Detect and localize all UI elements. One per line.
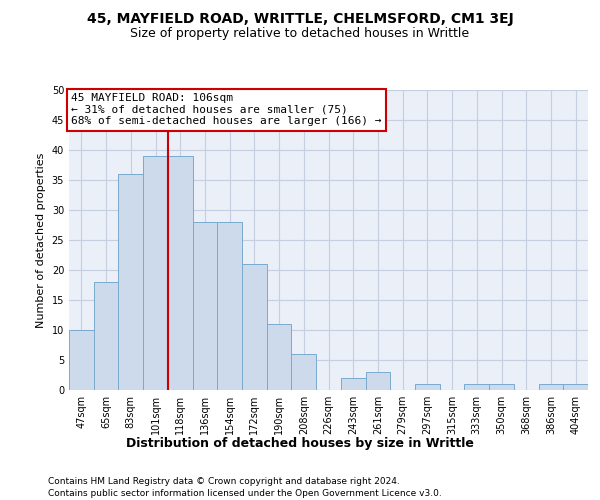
Bar	[539, 384, 563, 390]
Y-axis label: Number of detached properties: Number of detached properties	[36, 152, 46, 328]
Bar	[168, 156, 193, 390]
Bar	[143, 156, 168, 390]
Bar	[69, 330, 94, 390]
Bar	[242, 264, 267, 390]
Text: Contains public sector information licensed under the Open Government Licence v3: Contains public sector information licen…	[48, 489, 442, 498]
Bar	[563, 384, 588, 390]
Text: Contains HM Land Registry data © Crown copyright and database right 2024.: Contains HM Land Registry data © Crown c…	[48, 478, 400, 486]
Bar	[489, 384, 514, 390]
Bar	[94, 282, 118, 390]
Bar	[365, 372, 390, 390]
Bar	[217, 222, 242, 390]
Text: 45 MAYFIELD ROAD: 106sqm
← 31% of detached houses are smaller (75)
68% of semi-d: 45 MAYFIELD ROAD: 106sqm ← 31% of detach…	[71, 93, 382, 126]
Text: Distribution of detached houses by size in Writtle: Distribution of detached houses by size …	[126, 438, 474, 450]
Bar	[267, 324, 292, 390]
Bar	[193, 222, 217, 390]
Bar	[341, 378, 365, 390]
Text: 45, MAYFIELD ROAD, WRITTLE, CHELMSFORD, CM1 3EJ: 45, MAYFIELD ROAD, WRITTLE, CHELMSFORD, …	[86, 12, 514, 26]
Bar	[415, 384, 440, 390]
Text: Size of property relative to detached houses in Writtle: Size of property relative to detached ho…	[130, 28, 470, 40]
Bar	[464, 384, 489, 390]
Bar	[118, 174, 143, 390]
Bar	[292, 354, 316, 390]
